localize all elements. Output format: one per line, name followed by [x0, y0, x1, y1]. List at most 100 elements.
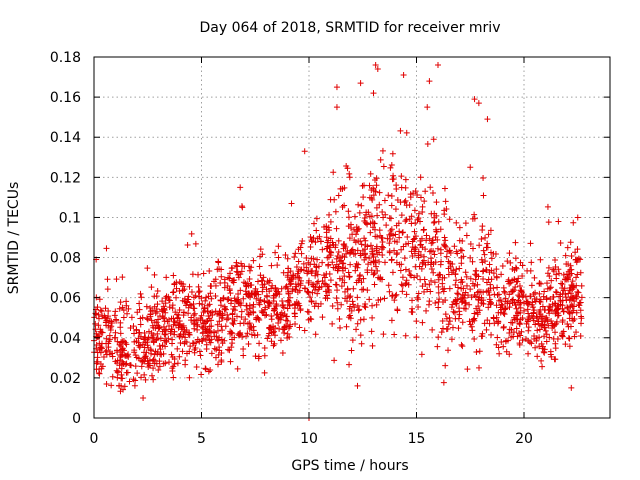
data-point	[419, 208, 426, 215]
data-point	[543, 294, 550, 301]
data-point	[114, 368, 121, 375]
data-point	[212, 308, 219, 315]
data-point	[564, 271, 571, 278]
data-point	[137, 321, 144, 328]
data-point	[218, 314, 225, 321]
data-point	[262, 312, 269, 319]
data-point	[435, 283, 442, 290]
data-point	[447, 263, 454, 270]
data-point	[247, 309, 254, 316]
data-point	[246, 267, 253, 274]
data-point	[425, 301, 432, 308]
data-point	[279, 349, 286, 356]
data-point	[141, 358, 148, 365]
data-point	[426, 281, 433, 288]
data-point	[112, 334, 119, 341]
data-point	[248, 331, 255, 338]
data-point	[335, 237, 342, 244]
data-point	[240, 295, 247, 302]
data-point	[344, 286, 351, 293]
data-point	[280, 304, 287, 311]
data-point	[238, 308, 245, 315]
data-point	[502, 295, 509, 302]
data-point	[483, 266, 490, 273]
data-point	[446, 216, 453, 223]
data-point	[542, 315, 549, 322]
data-point	[191, 319, 198, 326]
data-point	[526, 339, 533, 346]
data-point	[312, 331, 319, 338]
data-point	[370, 253, 377, 260]
data-point	[386, 288, 393, 295]
data-point	[134, 309, 141, 316]
data-point	[198, 323, 205, 330]
data-point	[285, 325, 292, 332]
data-point	[234, 269, 241, 276]
y-tick-label: 0.18	[50, 50, 81, 66]
data-point	[370, 259, 377, 266]
data-point	[305, 316, 312, 323]
data-point	[146, 357, 153, 364]
data-point	[362, 304, 369, 311]
data-point	[458, 254, 465, 261]
data-point	[369, 342, 376, 349]
data-point	[206, 268, 213, 275]
data-point	[171, 328, 178, 335]
data-point	[577, 307, 584, 314]
data-point	[315, 278, 322, 285]
data-point	[228, 344, 235, 351]
data-point	[298, 250, 305, 257]
data-point	[230, 277, 237, 284]
data-point	[413, 318, 420, 325]
data-point	[137, 290, 144, 297]
data-point	[153, 306, 160, 313]
data-point	[270, 323, 277, 330]
data-point	[536, 326, 543, 333]
y-tick-label: 0.06	[50, 291, 81, 307]
data-point	[212, 276, 219, 283]
data-point	[238, 268, 245, 275]
data-point	[458, 276, 465, 283]
data-point	[394, 249, 401, 256]
data-point	[183, 302, 190, 309]
data-point	[137, 333, 144, 340]
y-tick-label: 0.04	[50, 331, 81, 347]
data-point	[334, 299, 341, 306]
data-point	[118, 339, 125, 346]
data-point	[155, 323, 162, 330]
data-point	[217, 297, 224, 304]
data-point	[573, 293, 580, 300]
data-point	[108, 382, 115, 389]
data-point	[493, 274, 500, 281]
data-point	[225, 296, 232, 303]
data-point	[514, 278, 521, 285]
data-point	[390, 175, 397, 182]
data-point	[357, 252, 364, 259]
data-point	[255, 353, 262, 360]
data-point	[212, 293, 219, 300]
data-point	[540, 293, 547, 300]
data-point	[165, 316, 172, 323]
data-point	[456, 308, 463, 315]
data-point	[474, 289, 481, 296]
data-point	[133, 327, 140, 334]
data-point	[388, 162, 395, 169]
data-point	[446, 318, 453, 325]
data-point	[200, 335, 207, 342]
data-point	[304, 308, 311, 315]
data-point	[435, 218, 442, 225]
x-tick-label: 10	[300, 431, 318, 447]
data-point	[428, 259, 435, 266]
data-point	[255, 291, 262, 298]
data-point	[388, 257, 395, 264]
data-point	[102, 305, 109, 312]
data-point	[533, 313, 540, 320]
data-point	[468, 323, 475, 330]
data-point	[401, 255, 408, 262]
data-point	[373, 182, 380, 189]
data-point	[517, 299, 524, 306]
data-point	[516, 293, 523, 300]
data-point	[375, 297, 382, 304]
data-point	[494, 334, 501, 341]
data-point	[534, 327, 541, 334]
